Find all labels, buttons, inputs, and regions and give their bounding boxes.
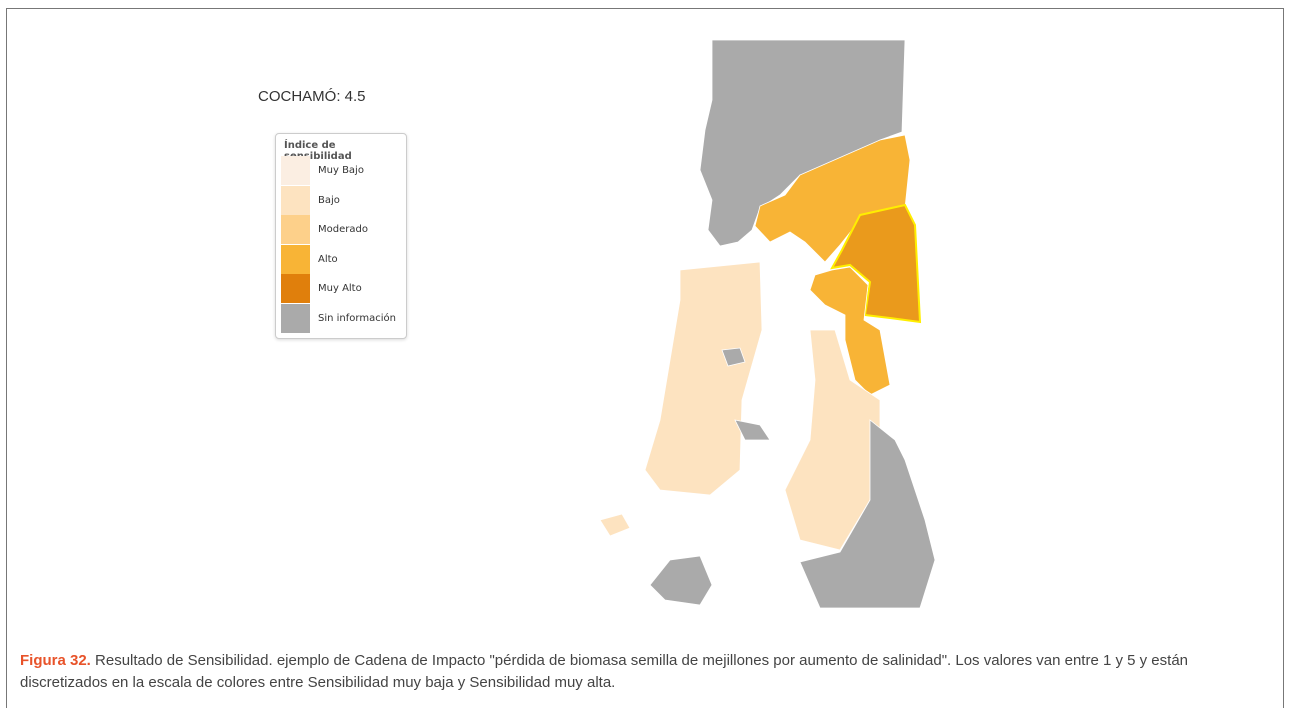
legend-item: Muy Bajo xyxy=(276,156,406,186)
caption: Figura 32. Resultado de Sensibilidad. ej… xyxy=(20,650,1270,694)
region-no-data xyxy=(799,419,936,609)
legend-item: Alto xyxy=(276,244,406,275)
region-high xyxy=(809,266,891,396)
region-no-data xyxy=(721,347,746,367)
legend-swatch xyxy=(281,244,310,274)
region-very-high xyxy=(830,203,922,324)
legend-label: Muy Alto xyxy=(318,283,362,295)
region-no-data xyxy=(699,39,906,247)
legend-title: Índice de sensibilidad xyxy=(284,140,352,162)
legend: Índice de sensibilidad Muy Bajo Bajo Moder… xyxy=(275,133,407,339)
legend-swatch xyxy=(281,274,310,304)
legend-label: Moderado xyxy=(318,224,368,236)
caption-lead: Figura 32. xyxy=(20,652,91,669)
legend-label: Bajo xyxy=(318,194,340,206)
map xyxy=(599,39,936,609)
legend-swatch xyxy=(281,156,310,186)
legend-label: Alto xyxy=(318,253,338,265)
legend-swatch xyxy=(281,303,310,333)
caption-text: Resultado de Sensibilidad. ejemplo de Ca… xyxy=(20,652,1189,691)
region-low xyxy=(599,513,631,537)
legend-item: Moderado xyxy=(276,215,406,245)
region-no-data xyxy=(649,555,713,606)
region-low xyxy=(644,261,763,496)
legend-item: Bajo xyxy=(276,185,406,216)
legend-item: Muy Alto xyxy=(276,274,406,304)
frame xyxy=(6,8,1284,708)
map-label: COCHAMÓ: 4.5 xyxy=(258,88,366,105)
region-low xyxy=(784,329,881,551)
legend-label: Muy Bajo xyxy=(318,165,364,177)
legend-label: Sin información xyxy=(318,312,396,324)
legend-swatch xyxy=(281,215,310,245)
region-no-data xyxy=(734,419,771,441)
region-high xyxy=(754,134,911,263)
legend-item: Sin información xyxy=(276,303,406,334)
legend-items: Muy Bajo Bajo Moderado Alto Muy Alto Sin info… xyxy=(276,156,406,333)
legend-swatch xyxy=(281,185,310,215)
